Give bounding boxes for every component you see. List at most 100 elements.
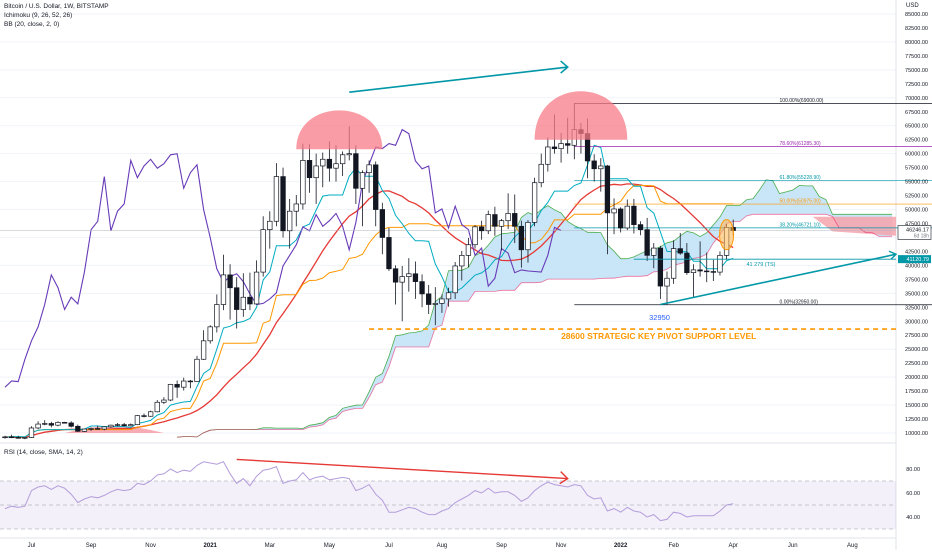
support-level-label: 28600 STRATEGIC KEY PIVOT SUPPORT LEVEL (561, 331, 756, 341)
time-tick-label: Jun (788, 543, 798, 549)
candle-bearish (141, 415, 147, 417)
time-tick-label: Sep (86, 543, 97, 549)
candle-bullish (651, 247, 657, 256)
bearish-cloud-segment (812, 216, 896, 236)
candle-bearish (386, 237, 392, 270)
rsi-tick-label: 60.00 (906, 491, 920, 497)
candle-bearish (512, 213, 518, 227)
double-top-dome-left (296, 110, 383, 150)
candle-bullish (531, 182, 538, 223)
kijun-sen-line (4, 185, 734, 438)
fib-level-label: 0.00%(32950.00) (780, 299, 819, 305)
price-tick-label: 37500.00 (905, 277, 928, 283)
candle-bullish (240, 296, 246, 310)
price-tick-label: 25000.00 (905, 347, 928, 353)
highlight-ellipse (719, 219, 735, 251)
candle-bearish (684, 252, 690, 274)
candle-bullish (333, 163, 339, 169)
candle-bullish (42, 423, 48, 425)
candle-bullish (611, 208, 617, 214)
price-trend-arrow (349, 66, 568, 94)
candle-bearish (618, 208, 624, 229)
price-tick-label: 10000.00 (905, 431, 928, 437)
candle-bullish (207, 326, 213, 342)
candle-bearish (551, 146, 558, 149)
time-tick-label: Nov (556, 543, 567, 549)
candle-bullish (267, 220, 273, 230)
rising-trendline-arrowhead (888, 250, 898, 260)
candle-bearish (604, 165, 611, 214)
price-tick-label: 62500.00 (905, 138, 928, 144)
fib-level-label: 78.60%(61285.30) (780, 141, 821, 147)
price-axis[interactable]: 85000.00 82500.00 80000.00 77500.00 75000.00… (897, 12, 932, 521)
candle-bullish (101, 426, 107, 430)
double-top-dome-right (534, 91, 628, 140)
candle-bullish (154, 401, 160, 413)
candle-bearish (677, 248, 683, 254)
candle-bullish (432, 303, 438, 305)
price-tick-label: 20000.00 (905, 375, 928, 381)
candle-bullish (664, 277, 670, 287)
candle-bullish (670, 248, 677, 279)
rsi-tick-label: 80.00 (906, 467, 920, 473)
candle-bullish (287, 210, 293, 232)
price-trend-arrowhead (560, 60, 569, 74)
candle-bullish (181, 380, 187, 388)
last-price-value: 46246.17 (906, 228, 929, 234)
time-tick-label: Aug (847, 543, 858, 549)
candle-bullish (339, 154, 346, 165)
candle-bearish (280, 176, 286, 232)
candle-bullish (22, 437, 28, 439)
candle-bullish (624, 205, 630, 229)
time-tick-label: Jul (28, 543, 36, 549)
candle-bullish (320, 158, 326, 167)
price-tick-label: 55000.00 (905, 180, 928, 186)
candle-bearish (565, 143, 571, 146)
price-tick-label: 72500.00 (905, 82, 928, 88)
candle-bullish (108, 424, 114, 428)
rsi-divergence-arrowhead (559, 471, 569, 485)
candle-bullish (558, 143, 564, 149)
candlesticks (2, 103, 736, 440)
currency-label: USD (906, 3, 919, 9)
price-tick-label: 57500.00 (905, 166, 928, 172)
fib-level-label: 50.00%(50975.00) (780, 199, 821, 205)
candle-bullish (2, 436, 8, 439)
candle-bearish (234, 287, 240, 310)
candle-bullish (498, 220, 505, 227)
tenkan-price-value: 41120.79 (906, 257, 929, 263)
rising-trendline (660, 253, 897, 306)
last-price-marker (897, 225, 932, 240)
bar-countdown: 6d 18h (914, 234, 930, 240)
rsi-pane (0, 458, 896, 530)
candle-bearish (121, 424, 127, 427)
time-tick-label: Jul (385, 543, 393, 549)
candle-bullish (459, 254, 465, 267)
bollinger-legend: BB (20, close, 2, 0) (4, 21, 60, 28)
candle-bearish (353, 153, 359, 189)
price-tick-label: 22500.00 (905, 361, 928, 367)
candle-bearish (247, 296, 253, 305)
price-tick-label: 47500.00 (905, 222, 928, 228)
candle-bullish (28, 427, 35, 438)
time-axis[interactable]: Jul Sep Nov 2021 Mar May Jul Aug Sep Nov 2022 Feb Ap… (28, 543, 858, 549)
time-tick-label: 2021 (204, 543, 218, 549)
candle-bearish (637, 224, 644, 230)
price-tick-label: 35000.00 (905, 291, 928, 297)
candle-bullish (505, 213, 511, 222)
candle-bullish (445, 292, 452, 300)
price-tick-label: 17500.00 (905, 389, 928, 395)
candle-bearish (326, 158, 333, 169)
candle-bullish (81, 428, 88, 432)
ichimoku-legend: Ichimoku (9, 26, 52, 26) (4, 12, 73, 19)
price-tick-label: 15000.00 (905, 403, 928, 409)
candle-bearish (631, 205, 637, 225)
time-tick-label: 2022 (614, 543, 628, 549)
price-tick-label: 80000.00 (905, 40, 928, 46)
bollinger-basis-line (4, 183, 734, 439)
price-tick-label: 50000.00 (905, 208, 928, 214)
candle-bearish (8, 436, 15, 439)
candle-bearish (704, 270, 710, 273)
